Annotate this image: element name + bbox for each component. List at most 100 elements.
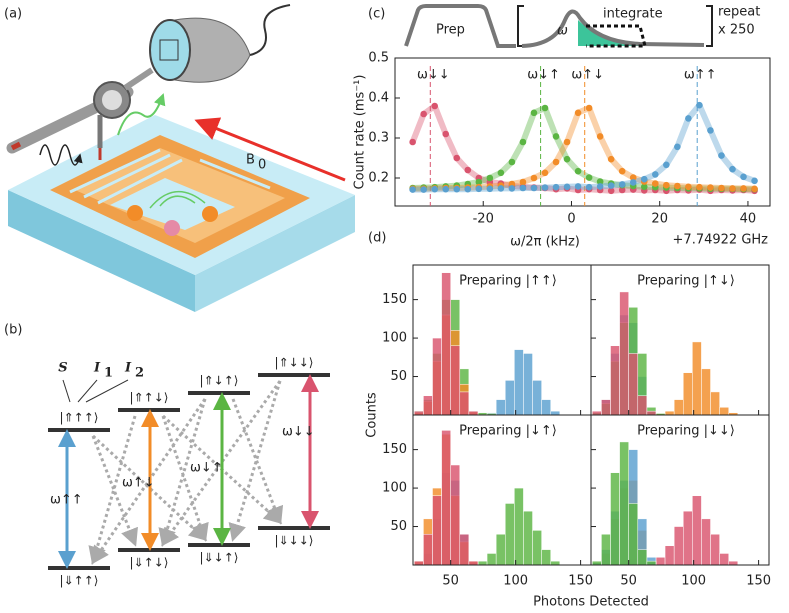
hist-bar [423,533,433,566]
data-point [607,182,615,189]
hist-bar [682,372,693,416]
data-point [729,165,736,173]
hist-bar [692,495,702,566]
hist-bar [673,526,684,566]
level-label: |⇑↓↑⟩ [200,374,239,388]
hist-bar [441,430,451,566]
hist-bar [541,549,551,566]
hist-bar [619,291,629,416]
data-point [585,174,593,181]
cross-transition [91,434,208,542]
hist-bar [414,410,424,416]
hist-bar [646,410,657,416]
spin-label: I [124,361,132,376]
data-point [541,169,549,177]
y-tick-label: 100 [382,481,407,496]
data-point [629,174,637,181]
data-point [486,174,494,182]
x-axis-label: ω/2π (kHz) [510,235,580,250]
x-axis-label: Photons Detected [533,595,649,610]
hist-bar [468,560,479,566]
data-point [497,185,505,192]
data-point [574,109,582,117]
data-point [618,167,626,175]
hist-bar [637,395,648,416]
hist-bar [541,399,551,416]
data-point [409,138,416,146]
hist-bar [450,464,461,566]
transition-label: ω↓↑ [190,461,223,476]
level-label: |⇓↓↓⟩ [275,534,314,548]
data-point [718,152,725,159]
cross-transition [231,398,284,525]
panel-title: Preparing |↑↓⟩ [637,274,735,289]
data-point [552,133,560,140]
y-axis-label: Counts [365,392,380,438]
data-point [740,185,747,192]
x-tick-label: 150 [746,574,771,589]
hist-bar [592,560,602,566]
y-tick-label: 0.3 [368,131,389,146]
data-point [420,186,427,193]
hist-bar [523,510,533,566]
charts: 0.2 0.3 0.4 0.5 -20 0 20 40 ω/2π (kHz) +7.74922 G… [353,51,772,610]
spin-subscript: 1 [104,366,113,381]
cross-transition [88,415,137,565]
data-point [464,166,472,174]
x-tick-label: 50 [442,574,459,589]
pulse-schematic [404,4,713,48]
panel-title: Preparing |↓↑⟩ [459,424,557,439]
data-point [651,180,659,187]
level-label: |⇓↓↑⟩ [200,551,239,565]
x-tick-label: 0 [567,212,575,227]
data-point [674,182,681,190]
spin-label: I [93,361,101,376]
data-point [563,183,571,191]
hist-bar [628,503,639,566]
hist-bar [628,353,639,416]
spin-subscript: 2 [135,366,144,381]
hist-bar [441,272,451,416]
data-point [663,181,670,189]
y-tick-label: 50 [390,519,407,534]
series-label: ω↓↓ [417,68,450,83]
data-point [453,185,461,193]
hist-bar [477,560,488,566]
hist-bar [486,553,497,566]
hist-bar [514,349,524,416]
data-point [442,130,450,138]
data-point [530,184,538,192]
panel-label: (c) [368,7,385,22]
pulse-frequency: ω [557,24,568,39]
hist-bar [710,391,720,416]
data-point [475,185,483,193]
data-point [530,174,538,182]
data-point [541,104,549,112]
transition-label: ω↑↓ [122,476,155,491]
series-label: ω↑↑ [684,68,717,83]
y-tick-label: 150 [382,292,407,307]
data-point [674,143,681,151]
panel-label: (b) [4,323,22,338]
data-point [640,183,648,191]
data-point [409,186,416,193]
hist-bar [468,410,479,416]
x-tick-label: 100 [681,574,706,589]
y-tick-label: 150 [382,442,407,457]
hist-bar [692,341,702,416]
data-point [453,154,461,162]
data-point [585,104,593,112]
data-point [420,110,427,118]
data-point [563,155,571,163]
data-point [718,184,725,192]
hist-bar [550,560,561,566]
cross-transition [228,380,282,542]
panel-title: Preparing |↑↑⟩ [459,274,557,289]
hist-bar [532,530,542,566]
data-point [574,167,582,175]
data-point [707,184,714,191]
hist-bar [719,407,729,416]
hist-bar [610,345,620,416]
hist-bar [637,549,648,566]
y-tick-label: 50 [390,369,407,384]
